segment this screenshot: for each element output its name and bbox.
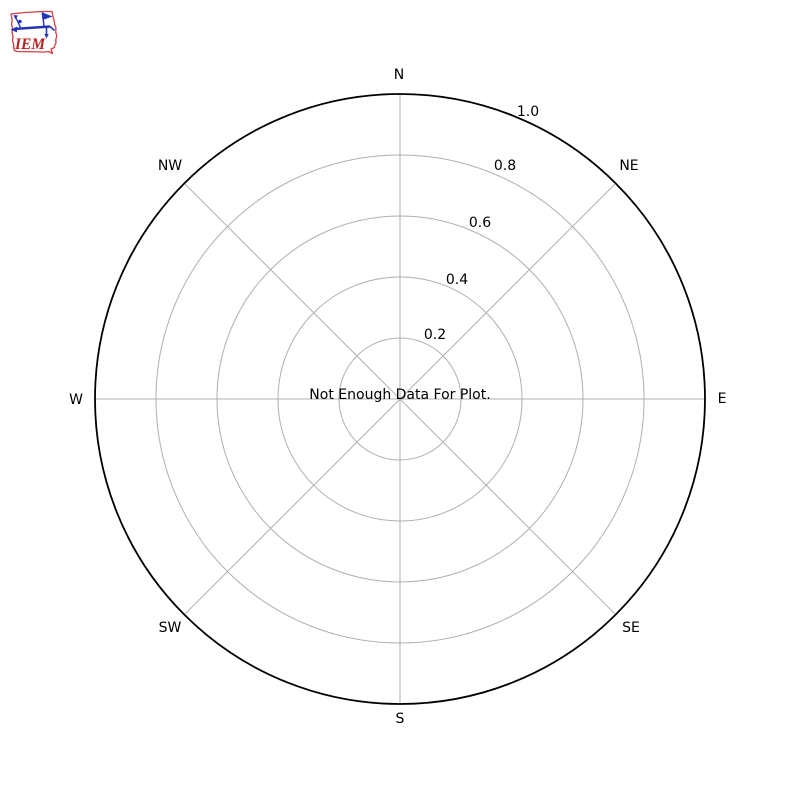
- radial-tick-1.0: 1.0: [516, 104, 540, 120]
- radial-tick-0.4: 0.4: [445, 272, 469, 288]
- grid-ring-0.8: [155, 154, 645, 644]
- no-data-message: Not Enough Data For Plot.: [309, 387, 491, 403]
- grid-ring-0.6: [216, 215, 584, 583]
- outer-ring: [94, 93, 706, 705]
- iowa-outline-icon: [10, 10, 58, 55]
- radial-tick-0.6: 0.6: [468, 215, 492, 231]
- compass-label-w: W: [69, 392, 83, 408]
- compass-label-ne: NE: [619, 158, 639, 174]
- compass-label-sw: SW: [158, 620, 182, 636]
- compass-label-e: E: [717, 391, 727, 407]
- spoke-nw-se: [183, 182, 617, 616]
- compass-label-n: N: [393, 67, 405, 83]
- grid-ring-0.4: [277, 276, 523, 522]
- compass-label-se: SE: [622, 620, 640, 636]
- iem-logo-text: IEM: [14, 36, 46, 53]
- grid-ring-0.2: [338, 337, 462, 461]
- compass-label-nw: NW: [157, 158, 183, 174]
- radial-tick-0.2: 0.2: [423, 327, 447, 343]
- iem-logo: IEM: [10, 10, 58, 55]
- radial-tick-0.8: 0.8: [493, 158, 517, 174]
- weather-vane-icon: [10, 12, 56, 39]
- compass-label-s: S: [395, 711, 405, 727]
